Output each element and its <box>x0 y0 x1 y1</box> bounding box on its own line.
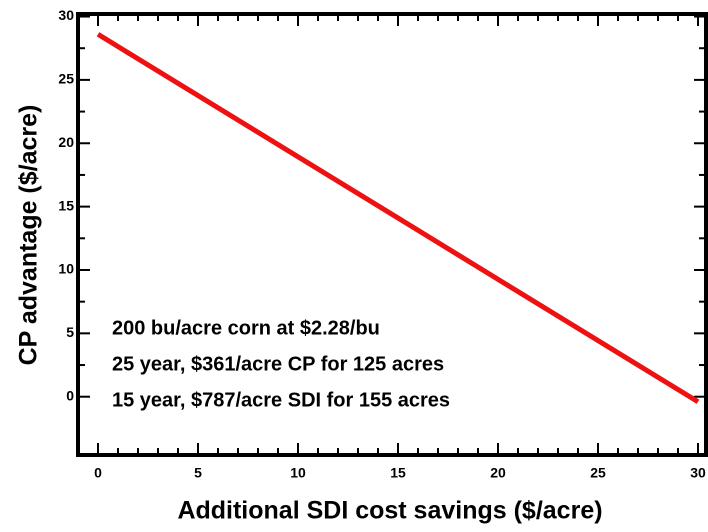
x-tick-label: 0 <box>94 465 102 481</box>
x-tick-label: 10 <box>290 465 306 481</box>
y-tick-label: 20 <box>58 134 74 150</box>
y-tick-label: 0 <box>66 387 74 403</box>
annotation: 15 year, $787/acre SDI for 155 acres <box>112 389 450 411</box>
x-tick-label: 30 <box>690 465 706 481</box>
y-tick-label: 10 <box>58 261 74 277</box>
y-tick-label: 5 <box>66 324 74 340</box>
data-line <box>96 32 700 404</box>
annotation: 200 bu/acre corn at $2.28/bu <box>112 317 380 339</box>
y-tick-label: 15 <box>58 197 74 213</box>
x-tick-label: 5 <box>194 465 202 481</box>
y-tick-label: 25 <box>58 71 74 87</box>
x-tick-label: 15 <box>390 465 406 481</box>
x-tick-label: 20 <box>490 465 506 481</box>
x-tick-label: 25 <box>590 465 606 481</box>
plot-frame <box>76 12 708 457</box>
annotation: 25 year, $361/acre CP for 125 acres <box>112 353 444 375</box>
y-tick-label: 30 <box>58 7 74 23</box>
y-axis-label: CP advantage ($/acre) <box>15 105 43 366</box>
x-axis-label: Additional SDI cost savings ($/acre) <box>177 497 602 525</box>
